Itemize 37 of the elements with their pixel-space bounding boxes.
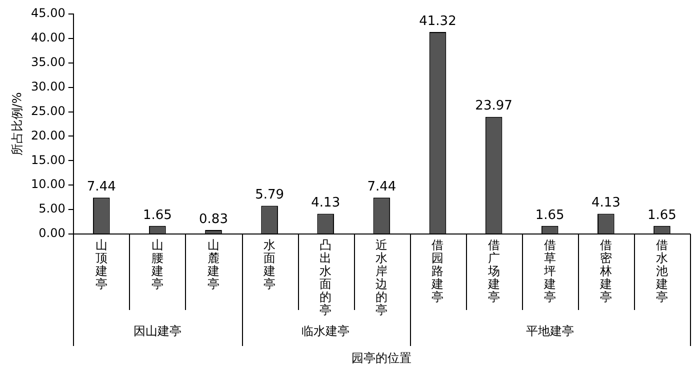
y-tick-label: 45.00 [30, 6, 66, 20]
y-tick-label: 40.00 [30, 30, 66, 45]
y-tick-label: 30.00 [30, 79, 66, 94]
x-tick-label: 借密林建亭 [598, 238, 612, 304]
x-tick-label: 借园路建亭 [430, 238, 444, 304]
x-tick-label: 借广场建亭 [486, 238, 500, 304]
data-label: 23.97 [475, 98, 512, 114]
data-label: 7.44 [367, 180, 396, 194]
x-tick-label: 借草坪建亭 [542, 238, 556, 304]
data-label: 41.32 [419, 14, 456, 29]
data-label: 1.65 [535, 208, 564, 223]
data-label: 0.83 [199, 212, 228, 227]
x-tick-label: 近水岸边的亭 [376, 238, 388, 318]
data-label: 4.13 [591, 196, 620, 211]
x-tick-label: 山顶建亭 [94, 238, 108, 292]
x-axis-title: 园亭的位置 [352, 351, 412, 366]
y-tick-label: 35.00 [30, 55, 66, 70]
y-tick-label: 15.00 [30, 152, 66, 167]
y-tick-label: 20.00 [30, 128, 66, 142]
x-tick-label: 借水池建亭 [654, 238, 668, 304]
x-tick-label: 凸出水面的亭 [320, 238, 332, 318]
y-tick-label: 25.00 [30, 104, 66, 118]
data-label: 1.65 [142, 208, 172, 223]
x-tick-label: 山腰建亭 [150, 238, 164, 292]
data-label: 4.13 [311, 196, 340, 211]
text: 临水建亭 [302, 324, 350, 338]
text: 平地建亭 [526, 324, 574, 338]
data-label: 7.44 [86, 180, 116, 194]
x-tick-label: 水面建亭 [262, 238, 276, 292]
y-axis-title: 所占比例/% [10, 92, 24, 156]
x-tick-label: 山麓建亭 [206, 238, 220, 292]
data-label: 5.79 [255, 188, 284, 203]
y-tick-label: 10.00 [30, 177, 66, 192]
text: 因山建亭 [133, 324, 182, 338]
y-tick-label: 5.00 [38, 202, 66, 216]
y-tick-label: 0.00 [38, 226, 66, 240]
data-label: 1.65 [647, 208, 676, 223]
